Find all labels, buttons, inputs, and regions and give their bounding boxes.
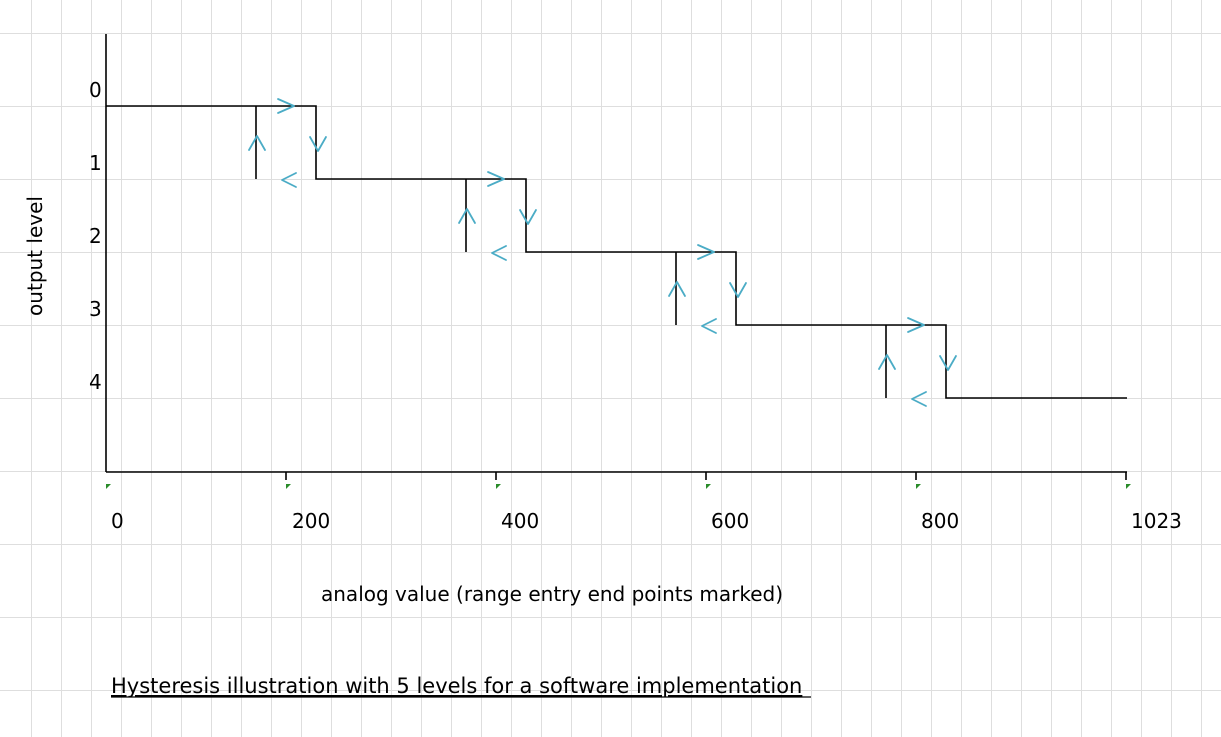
up-arrow-icon <box>668 281 686 297</box>
diagram-caption: Hysteresis illustration with 5 levels fo… <box>111 674 802 698</box>
x-tick-labels: 0 200 400 600 800 1023 <box>111 509 1182 533</box>
up-arrow-icon <box>878 354 896 370</box>
cell-marker <box>706 484 711 489</box>
cell-marker <box>496 484 501 489</box>
y-tick-label: 3 <box>89 297 102 321</box>
y-tick-label: 0 <box>89 78 102 102</box>
cell-marker <box>106 484 111 489</box>
cell-marker <box>1126 484 1131 489</box>
up-arrow-icon <box>458 208 476 224</box>
x-tick-label: 400 <box>501 509 539 533</box>
x-tick-label: 800 <box>921 509 959 533</box>
left-arrow-icon <box>281 172 297 188</box>
down-arrow-icon <box>939 355 957 371</box>
x-tick-label: 200 <box>292 509 330 533</box>
left-arrow-icon <box>701 318 717 334</box>
cell-marker <box>916 484 921 489</box>
cell-marker <box>286 484 291 489</box>
x-tick-label: 0 <box>111 509 124 533</box>
y-tick-label: 2 <box>89 224 102 248</box>
down-arrow-icon <box>729 282 747 298</box>
right-arrow-icon <box>907 317 925 333</box>
direction-arrows <box>248 98 957 407</box>
y-tick-label: 1 <box>89 151 102 175</box>
x-axis-title: analog value (range entry end points mar… <box>321 582 783 606</box>
y-tick-labels: 0 1 2 3 4 <box>89 78 102 394</box>
cell-markers <box>106 484 1131 489</box>
right-arrow-icon <box>697 244 715 260</box>
left-arrow-icon <box>911 391 927 407</box>
x-tick-label: 1023 <box>1131 509 1182 533</box>
right-arrow-icon <box>487 171 505 187</box>
axes <box>105 34 1127 480</box>
y-axis-title: output level <box>23 196 47 316</box>
left-arrow-icon <box>491 245 507 261</box>
staircase-path <box>106 105 1127 399</box>
up-arrow-icon <box>248 135 266 151</box>
down-arrow-icon <box>309 136 327 152</box>
right-arrow-icon <box>277 98 295 114</box>
x-tick-label: 600 <box>711 509 749 533</box>
hysteresis-staircase <box>106 105 1127 399</box>
y-tick-label: 4 <box>89 370 102 394</box>
down-arrow-icon <box>519 209 537 225</box>
